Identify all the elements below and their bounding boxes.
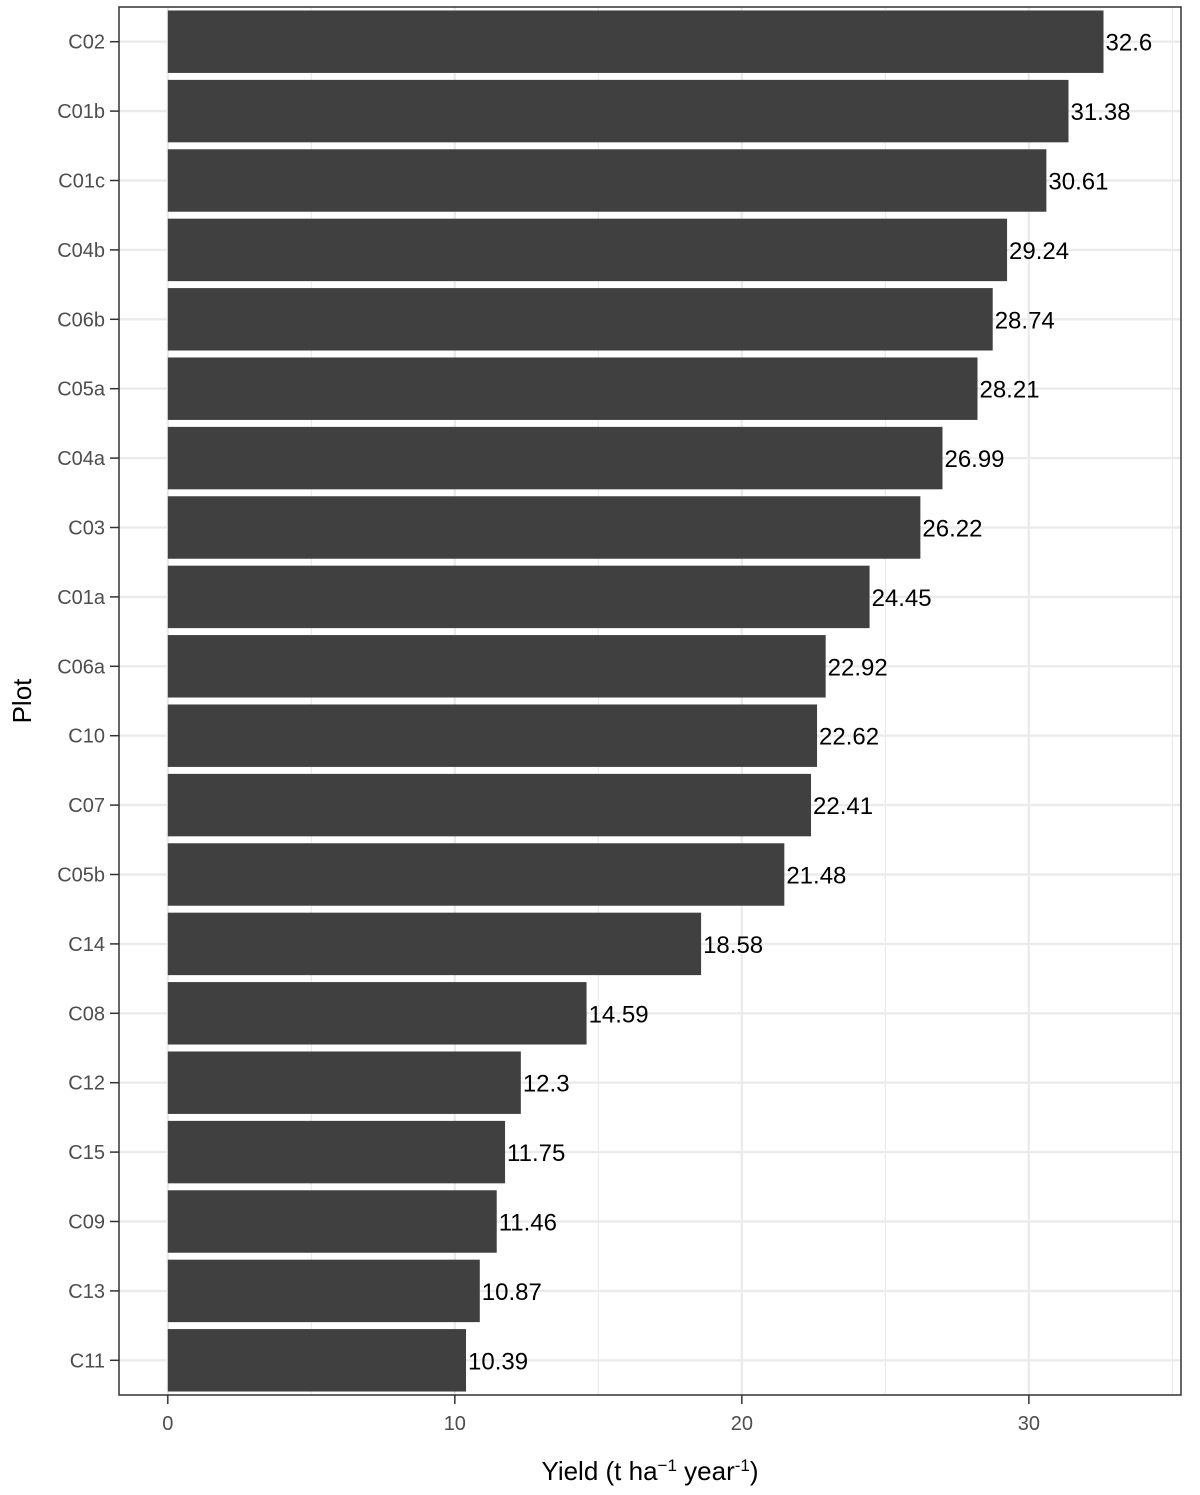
bar-value-label: 24.45 — [872, 585, 932, 612]
bar-value-label: 30.61 — [1048, 169, 1108, 196]
bar — [167, 218, 1008, 282]
bar — [167, 1120, 506, 1184]
bar — [167, 10, 1104, 73]
y-tick-label: C05a — [57, 379, 106, 401]
bar-value-label: 28.74 — [995, 307, 1055, 334]
panel-border — [118, 6, 1182, 1396]
bar — [167, 635, 826, 698]
bar-value-label: 14.59 — [589, 1001, 649, 1028]
bar-value-label: 10.87 — [482, 1279, 542, 1306]
bar — [167, 565, 870, 629]
bar — [167, 426, 943, 490]
y-axis-title: Plot — [7, 678, 37, 724]
y-tick-label: C12 — [68, 1073, 105, 1095]
bar-value-label: 28.21 — [979, 377, 1039, 404]
y-tick-label: C13 — [68, 1281, 105, 1303]
x-tick-label: 0 — [162, 1413, 173, 1435]
y-tick-label: C08 — [68, 1003, 105, 1025]
grid-lines — [119, 7, 1181, 1395]
y-tick-label: C14 — [68, 934, 105, 956]
y-tick-label: C15 — [68, 1142, 105, 1164]
x-tick-label: 30 — [1018, 1413, 1040, 1435]
x-axis-title: Yield (t ha−1 year-1) — [541, 1456, 758, 1487]
bar — [167, 982, 587, 1045]
bar-value-label: 26.99 — [944, 446, 1004, 473]
bar-value-label: 21.48 — [786, 863, 846, 890]
y-axis-ticks: C02 C01b C01c C04b C06b C05a C04a C03 C01a C06a C1… — [57, 32, 119, 1372]
bar-value-label: 18.58 — [703, 932, 763, 959]
bar-value-label: 31.38 — [1070, 99, 1130, 126]
bar-value-label: 22.62 — [819, 724, 879, 751]
bar — [167, 912, 702, 976]
bar — [167, 288, 993, 351]
bar-value-label: 10.39 — [468, 1348, 528, 1375]
bar — [167, 1259, 480, 1323]
y-tick-label: C06b — [57, 309, 105, 331]
x-tick-label: 20 — [731, 1413, 753, 1435]
y-tick-label: C09 — [68, 1212, 105, 1234]
bar — [167, 704, 818, 767]
bar — [167, 843, 785, 906]
bar — [167, 496, 921, 559]
bar — [167, 79, 1069, 143]
bar-value-label: 22.92 — [828, 654, 888, 681]
bars — [167, 10, 1104, 1392]
bar — [167, 1190, 497, 1253]
y-tick-label: C01c — [58, 171, 105, 193]
y-tick-label: C04a — [57, 448, 106, 470]
bar — [167, 1329, 467, 1392]
y-tick-label: C01b — [57, 101, 105, 123]
bar-value-label: 29.24 — [1009, 238, 1069, 265]
bar-value-label: 12.3 — [523, 1071, 570, 1098]
bar-value-label: 32.6 — [1106, 30, 1153, 57]
bar-value-label: 26.22 — [922, 516, 982, 543]
bar — [167, 149, 1047, 212]
x-axis-ticks: 0 10 20 30 — [162, 1395, 1040, 1435]
bar — [167, 1051, 521, 1114]
bar-value-label: 11.46 — [499, 1210, 557, 1237]
bar — [167, 773, 812, 837]
y-tick-label: C02 — [68, 32, 105, 54]
bar-value-label: 11.75 — [507, 1140, 565, 1167]
y-tick-label: C06a — [57, 656, 106, 678]
bar — [167, 357, 978, 420]
y-tick-label: C10 — [68, 726, 105, 748]
y-tick-label: C05b — [57, 865, 105, 887]
y-tick-label: C01a — [57, 587, 106, 609]
x-tick-label: 10 — [444, 1413, 466, 1435]
y-tick-label: C11 — [70, 1350, 105, 1372]
y-tick-label: C07 — [68, 795, 105, 817]
bar-value-label: 22.41 — [813, 793, 873, 820]
y-tick-label: C03 — [68, 518, 105, 540]
data-labels: 32.6 31.38 30.61 29.24 28.74 28.21 26.99 26.22 2… — [468, 30, 1152, 1376]
y-tick-label: C04b — [57, 240, 105, 262]
